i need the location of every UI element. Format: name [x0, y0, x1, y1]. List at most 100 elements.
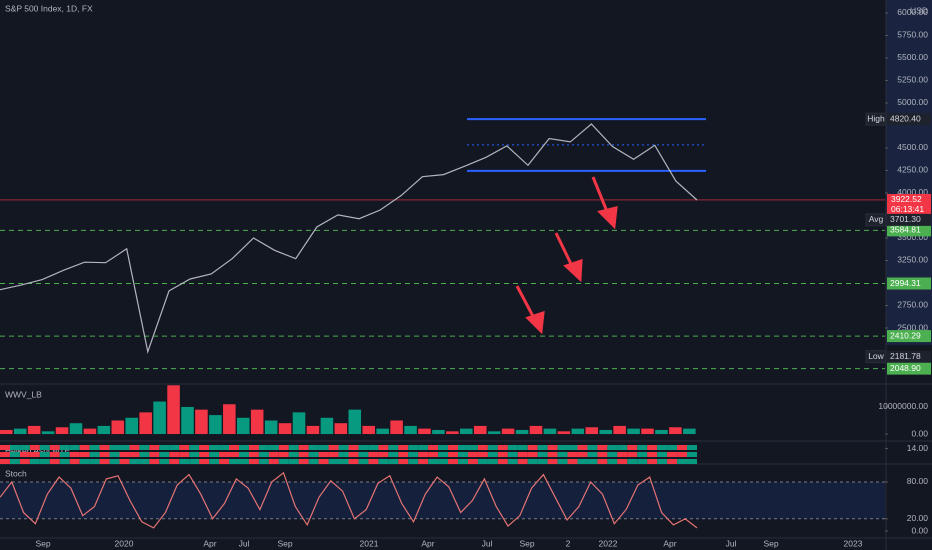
- volume-bar: [0, 429, 13, 435]
- stripe-cell: [408, 459, 419, 464]
- stripe-cell: [139, 459, 150, 464]
- stripe-cell: [627, 445, 638, 450]
- volume-bar: [655, 429, 668, 435]
- volume-bar: [460, 428, 473, 435]
- level-label: 2048.90: [890, 363, 921, 373]
- stripe-cell: [238, 452, 249, 457]
- y-tick-label: 4000.00: [897, 187, 928, 197]
- stripe-cell: [258, 452, 269, 457]
- stripe-cell: [248, 445, 259, 450]
- stripe-cell: [209, 452, 220, 457]
- stripe-cell: [487, 445, 498, 450]
- stripe-cell: [99, 445, 110, 450]
- stripe-cell: [527, 452, 538, 457]
- stripe-cell: [338, 445, 349, 450]
- stripe-cell: [517, 459, 528, 464]
- countdown-label: 06:13:41: [891, 204, 924, 214]
- stripe-cell: [597, 452, 608, 457]
- stripe-cell: [448, 459, 459, 464]
- stripe-cell: [159, 459, 170, 464]
- stripe-cell: [238, 459, 249, 464]
- stripe-cell: [288, 459, 299, 464]
- stripe-cell: [348, 445, 359, 450]
- stripe-cell: [497, 459, 508, 464]
- stripe-cell: [637, 452, 648, 457]
- x-tick-label: Jul: [482, 538, 493, 548]
- level-label: 2410.29: [890, 330, 921, 340]
- stripe-cell: [0, 445, 10, 450]
- stripe-cell: [119, 459, 130, 464]
- volume-bar: [306, 425, 320, 435]
- x-tick-label: 2021: [360, 538, 379, 548]
- stripe-cell: [517, 445, 528, 450]
- currency: USD: [910, 5, 928, 15]
- stripe-cell: [189, 459, 200, 464]
- volume-bar: [557, 431, 571, 435]
- pane-title: WWV_LB: [5, 389, 42, 399]
- stripe-cell: [9, 459, 20, 464]
- stripe-cell: [328, 459, 339, 464]
- marker-value-tag: [887, 213, 931, 226]
- stripe-cell: [9, 452, 20, 457]
- stripe-cell: [408, 445, 419, 450]
- marker-value: 3701.30: [890, 214, 921, 224]
- stripe-cell: [358, 452, 369, 457]
- stripe-cell: [318, 452, 329, 457]
- stripe-cell: [587, 445, 598, 450]
- stripe-cell: [547, 452, 558, 457]
- stripe-cell: [398, 452, 409, 457]
- volume-bar: [613, 425, 626, 435]
- stripe-cell: [328, 452, 339, 457]
- marker-value: 2181.78: [890, 351, 921, 361]
- volume-bar: [432, 429, 445, 435]
- stripe-cell: [318, 445, 329, 450]
- x-tick-label: Sep: [35, 538, 50, 548]
- stripe-cell: [79, 452, 90, 457]
- stripe-cell: [109, 452, 120, 457]
- y-tick-label: 4250.00: [897, 165, 928, 175]
- stripe-cell: [0, 452, 10, 457]
- y-tick-label: 5000.00: [897, 97, 928, 107]
- volume-bar: [487, 431, 501, 435]
- stripe-cell: [308, 459, 319, 464]
- volume-bar: [571, 428, 585, 435]
- volume-bar: [362, 425, 375, 435]
- stripe-cell: [59, 452, 70, 457]
- stripe-cell: [687, 452, 697, 457]
- volume-bar: [418, 428, 431, 435]
- stripe-cell: [527, 459, 538, 464]
- volume-bar: [223, 404, 236, 435]
- stripe-cell: [89, 445, 100, 450]
- stripe-cell: [219, 459, 230, 464]
- stripe-cell: [657, 459, 668, 464]
- chart-title: S&P 500 Index, 1D, FX: [5, 3, 93, 13]
- stripe-cell: [79, 459, 90, 464]
- stripe-cell: [477, 452, 488, 457]
- volume-bar: [585, 427, 599, 435]
- stripe-cell: [438, 452, 449, 457]
- stripe-cell: [617, 452, 628, 457]
- stripe-cell: [477, 445, 488, 450]
- volume-bar: [320, 417, 334, 435]
- y-tick-label: 2500.00: [897, 322, 928, 332]
- stripe-cell: [29, 459, 40, 464]
- stripe-cell: [59, 459, 70, 464]
- volume-bar: [167, 385, 180, 435]
- stripe-cell: [368, 459, 379, 464]
- stripe-cell: [567, 452, 578, 457]
- stripe-cell: [647, 459, 658, 464]
- y-tick-label: 10000000.00: [878, 401, 928, 411]
- stripe-cell: [169, 445, 180, 450]
- y-tick-label: 20.00: [907, 513, 929, 523]
- volume-bar: [446, 431, 459, 435]
- stripe-cell: [49, 445, 60, 450]
- volume-bar: [278, 423, 292, 435]
- volume-bar: [334, 423, 348, 435]
- x-tick-label: Sep: [277, 538, 292, 548]
- stripe-cell: [199, 452, 210, 457]
- stripe-cell: [179, 445, 190, 450]
- volume-bar: [641, 428, 654, 435]
- stripe-cell: [199, 459, 210, 464]
- volume-bar: [390, 420, 403, 435]
- current-price-label: 3922.52: [891, 194, 922, 204]
